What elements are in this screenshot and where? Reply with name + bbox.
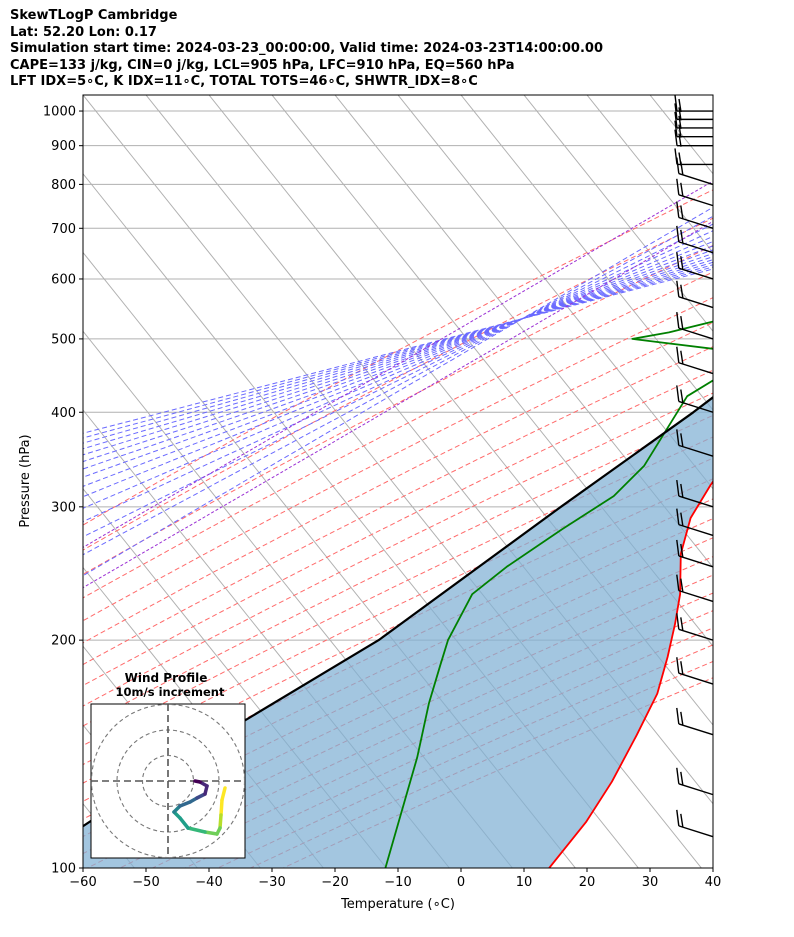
hodograph-segment (186, 826, 207, 834)
wind-barb (676, 574, 714, 603)
dry-adiabat (83, 346, 713, 666)
y-tick-label: 500 (51, 332, 76, 347)
moist-adiabat (83, 268, 713, 434)
x-tick-label: −30 (258, 875, 285, 890)
y-axis-label: Pressure (hPa) (18, 434, 33, 527)
isotherm-line (586, 95, 713, 254)
x-tick-label: −60 (69, 875, 96, 890)
x-tick-label: −10 (384, 875, 411, 890)
parcel-line (83, 395, 713, 828)
y-tick-label: 600 (51, 272, 76, 287)
hodograph-subtitle: 10m/s increment (116, 685, 225, 699)
isotherm-line (523, 95, 713, 333)
wind-barb (676, 429, 714, 457)
moist-adiabat (83, 252, 713, 470)
x-tick-label: 0 (457, 875, 465, 890)
wind-barb (676, 657, 714, 685)
isotherm-line (208, 95, 713, 726)
hodograph-segment (193, 779, 202, 784)
moist-adiabat (83, 235, 713, 509)
x-axis-label: Temperature (∘C) (340, 897, 455, 912)
wind-barb (676, 767, 714, 796)
wind-barb (676, 201, 714, 229)
moist-adiabat (83, 230, 713, 523)
x-tick-label: −50 (132, 875, 159, 890)
wind-barbs (674, 94, 714, 838)
moist-adiabat (83, 245, 713, 487)
isotherm-line (712, 95, 713, 96)
indices-line-2: LFT IDX=5∘C, K IDX=11∘C, TOTAL TOTS=46∘C… (10, 74, 478, 89)
moist-adiabat (83, 256, 713, 463)
chart-title: SkewTLogP Cambridge (10, 8, 178, 23)
x-tick-label: 40 (705, 875, 722, 890)
dry-adiabat (83, 297, 713, 622)
wind-barb (674, 120, 713, 138)
temperature-line (548, 479, 713, 868)
wind-barb (674, 94, 713, 113)
hodograph-title: Wind Profile (125, 671, 208, 685)
hodograph-segment (178, 800, 192, 808)
wind-barb (676, 225, 714, 254)
x-tick-label: 20 (579, 875, 596, 890)
moist-adiabat (83, 206, 713, 577)
isotherm-line (460, 95, 713, 411)
hodograph-segment (203, 830, 219, 836)
y-tick-label: 200 (51, 634, 76, 649)
wind-barb (676, 280, 714, 309)
wind-barb (676, 252, 714, 280)
y-tick-label: 400 (51, 406, 76, 421)
wind-barb (676, 539, 714, 568)
y-tick-label: 100 (51, 862, 76, 877)
moist-adiabat (83, 240, 713, 498)
moist-adiabat (83, 215, 713, 556)
y-tick-label: 1000 (43, 105, 76, 120)
hodograph-inset (90, 703, 246, 859)
location-line: Lat: 52.20 Lon: 0.17 (10, 24, 157, 40)
time-line: Simulation start time: 2024-03-23_00:00:… (10, 41, 603, 56)
moist-adiabat (83, 261, 713, 450)
hodograph-segment (219, 798, 224, 817)
isotherm-line (0, 95, 71, 868)
dry-adiabat (83, 189, 713, 526)
x-tick-label: 10 (516, 875, 533, 890)
x-tick-label: −40 (195, 875, 222, 890)
dry-adiabat (83, 217, 713, 551)
y-tick-label: 300 (51, 500, 76, 515)
isotherm-line (776, 95, 794, 868)
wind-barb (676, 178, 714, 207)
axes: −60 −50 −40 −30 −20 −10 0 10 20 30 40 1000 900 800 700… (43, 105, 721, 890)
moist-adiabat (83, 266, 713, 439)
hodograph-segment (220, 786, 227, 802)
wind-barb (676, 613, 714, 641)
wind-barb (674, 111, 713, 130)
wind-barb (676, 707, 714, 736)
wind-barb (676, 508, 714, 537)
profile-lines (83, 320, 713, 868)
chart-header: SkewTLogP Cambridge Lat: 52.20 Lon: 0.17… (10, 8, 603, 91)
wind-barb (674, 129, 713, 147)
wind-barb (676, 157, 714, 186)
y-tick-label: 700 (51, 222, 76, 237)
y-tick-label: 800 (51, 178, 76, 193)
dry-adiabat (83, 414, 713, 727)
wind-barb (676, 346, 714, 375)
wind-barb (676, 479, 714, 508)
x-tick-label: −20 (321, 875, 348, 890)
hodograph-segment (218, 813, 223, 830)
wind-barb (674, 103, 713, 121)
wind-barb (676, 385, 714, 413)
hodograph-segment (178, 816, 190, 830)
wind-barb (676, 809, 714, 838)
y-tick-label: 900 (51, 139, 76, 154)
x-tick-label: 30 (642, 875, 659, 890)
isotherm-line (271, 95, 713, 648)
moist-adiabat (83, 249, 713, 478)
wind-barb (676, 312, 714, 340)
dry-adiabat (83, 369, 713, 687)
indices-line-1: CAPE=133 j/kg, CIN=0 j/kg, LCL=905 hPa, … (10, 57, 515, 73)
dry-adiabat (83, 244, 713, 575)
dewpoint-line (384, 320, 713, 868)
isotherm-line (145, 95, 713, 805)
